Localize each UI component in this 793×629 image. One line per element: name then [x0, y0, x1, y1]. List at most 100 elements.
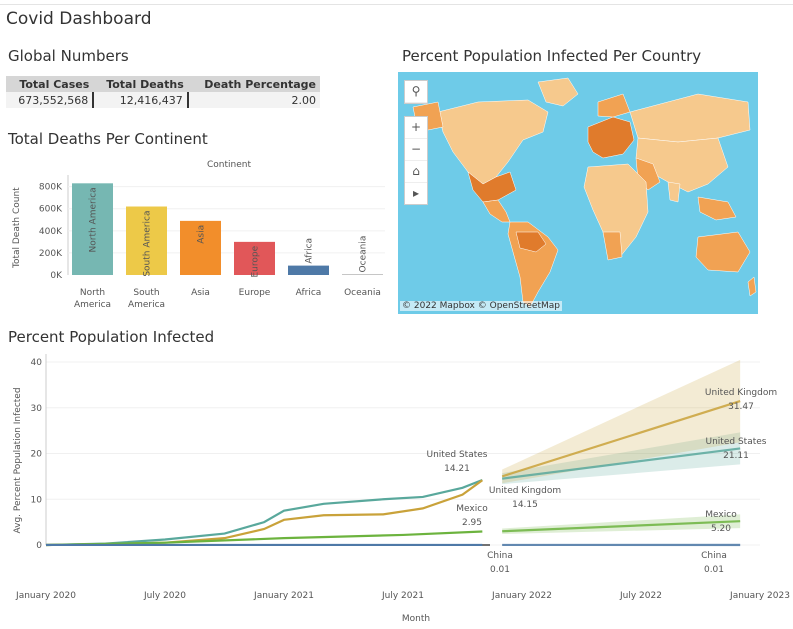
- zoom-in-icon[interactable]: +: [405, 117, 427, 139]
- bar[interactable]: [342, 274, 383, 275]
- bar-data-label: Oceania: [359, 236, 369, 273]
- x-tick-label: South: [133, 288, 159, 298]
- y-tick-label: 800K: [39, 183, 63, 193]
- infection-line-chart[interactable]: 40 30 20 10 0 January 2020 July 2020 January 20…: [0, 348, 793, 629]
- y-axis-title: Avg. Percent Population Infected: [13, 387, 23, 533]
- region-russia[interactable]: [629, 93, 751, 143]
- y-tick-label: 30: [31, 404, 43, 414]
- map-zoom-controls: + − ⌂ ▸: [404, 116, 428, 205]
- bar[interactable]: [126, 206, 167, 275]
- region-brazil-north[interactable]: [515, 231, 547, 253]
- forecast-line[interactable]: [502, 520, 741, 533]
- x-tick-label: Asia: [191, 288, 210, 298]
- bar[interactable]: [72, 183, 113, 275]
- table-row: 673,552,568 12,416,437 2.00: [6, 92, 320, 108]
- region-united-states[interactable]: [467, 171, 517, 203]
- global-numbers-title: Global Numbers: [8, 47, 129, 65]
- zoom-out-icon[interactable]: −: [405, 139, 427, 161]
- y-tick-label: 200K: [39, 249, 63, 259]
- bar[interactable]: [180, 220, 221, 275]
- data-label-name: Mexico: [705, 510, 737, 520]
- region-south-africa[interactable]: [602, 231, 623, 261]
- world-map[interactable]: [398, 72, 758, 314]
- y-axis-title: Total Death Count: [12, 187, 22, 269]
- data-label-name: China: [487, 551, 513, 561]
- region-new-zealand[interactable]: [747, 276, 757, 297]
- data-label-name: United States: [427, 450, 488, 460]
- x-tick-label: July 2022: [619, 591, 662, 601]
- bar-data-label: Europe: [251, 245, 261, 277]
- data-label-name: Mexico: [456, 504, 488, 514]
- column-header-total-deaths[interactable]: Total Deaths: [93, 76, 188, 92]
- search-icon[interactable]: ⚲: [405, 81, 427, 103]
- data-label-value: 14.21: [444, 464, 470, 474]
- map-toolbar: ⚲: [404, 80, 428, 104]
- table-header-row: Total Cases Total Deaths Death Percentag…: [6, 76, 320, 92]
- y-tick-label: 10: [31, 495, 43, 505]
- dashboard-title: Covid Dashboard: [6, 9, 152, 29]
- data-label-value: 5.20: [711, 524, 731, 534]
- x-tick-label: Europe: [239, 288, 271, 298]
- x-tick-label: July 2020: [143, 591, 186, 601]
- x-tick-label: January 2023: [729, 591, 790, 601]
- top-divider: [0, 4, 793, 5]
- data-label-name: United Kingdom: [705, 388, 777, 398]
- continent-bar-chart[interactable]: Continent Total Death Count 800K 600K 400K…: [0, 150, 390, 320]
- x-tick-label: July 2021: [381, 591, 424, 601]
- series-line[interactable]: [45, 478, 483, 547]
- forecast-line[interactable]: [501, 399, 741, 478]
- region-mexico[interactable]: [482, 199, 511, 223]
- data-label-value: 21.11: [723, 451, 749, 461]
- y-tick-label: 0K: [50, 271, 63, 281]
- x-tick-label: Oceania: [344, 288, 381, 298]
- map-canvas: [412, 77, 757, 308]
- bar[interactable]: [234, 241, 275, 275]
- bar[interactable]: [288, 265, 329, 275]
- data-label-value: 31.47: [728, 402, 754, 412]
- global-numbers-table: Total Cases Total Deaths Death Percentag…: [6, 76, 320, 108]
- y-tick-label: 400K: [39, 227, 63, 237]
- home-icon[interactable]: ⌂: [405, 161, 427, 183]
- x-tick-label: Africa: [296, 288, 322, 298]
- x-tick-label: January 2022: [491, 591, 552, 601]
- x-axis-title: Month: [402, 614, 430, 624]
- region-canada[interactable]: [437, 99, 549, 185]
- y-tick-label: 40: [31, 358, 43, 368]
- series-line[interactable]: [45, 530, 483, 547]
- death-percentage-value[interactable]: 2.00: [187, 92, 320, 108]
- x-tick-label: America: [74, 300, 111, 310]
- bar-data-label: Africa: [305, 238, 315, 264]
- column-header-death-percentage[interactable]: Death Percentage: [187, 76, 320, 92]
- data-label-value: 0.01: [490, 565, 510, 575]
- y-tick-label: 600K: [39, 205, 63, 215]
- map-attribution[interactable]: © 2022 Mapbox © OpenStreetMap: [400, 301, 562, 311]
- data-label-name: United Kingdom: [489, 486, 561, 496]
- chart-header-continent: Continent: [207, 160, 251, 170]
- x-tick-label: January 2020: [15, 591, 76, 601]
- region-australia[interactable]: [695, 231, 751, 273]
- data-label-name: United States: [706, 437, 767, 447]
- x-tick-label: North: [80, 288, 105, 298]
- data-label-value: 2.95: [462, 518, 482, 528]
- bar-data-label: North America: [89, 187, 99, 252]
- data-label-value: 14.15: [512, 500, 538, 510]
- region-india[interactable]: [667, 181, 681, 203]
- map-title: Percent Population Infected Per Country: [402, 47, 702, 65]
- total-deaths-value[interactable]: 12,416,437: [93, 92, 189, 108]
- y-tick-label: 0: [36, 541, 42, 551]
- total-cases-value[interactable]: 673,552,568: [6, 92, 95, 108]
- region-greenland[interactable]: [537, 77, 579, 107]
- region-southeast-asia[interactable]: [697, 196, 737, 221]
- forecast-line[interactable]: [502, 447, 741, 480]
- bar-data-label: South America: [143, 211, 153, 277]
- play-icon[interactable]: ▸: [412, 186, 420, 200]
- region-scandinavia[interactable]: [597, 93, 631, 118]
- line-chart-title: Percent Population Infected: [8, 328, 215, 346]
- column-header-total-cases[interactable]: Total Cases: [6, 76, 94, 92]
- continent-chart-title: Total Deaths Per Continent: [8, 130, 208, 148]
- region-europe[interactable]: [587, 116, 635, 159]
- data-label-name: China: [701, 551, 727, 561]
- bar-data-label: Asia: [197, 225, 207, 244]
- x-tick-label: America: [128, 300, 165, 310]
- forecast-band: [502, 359, 741, 484]
